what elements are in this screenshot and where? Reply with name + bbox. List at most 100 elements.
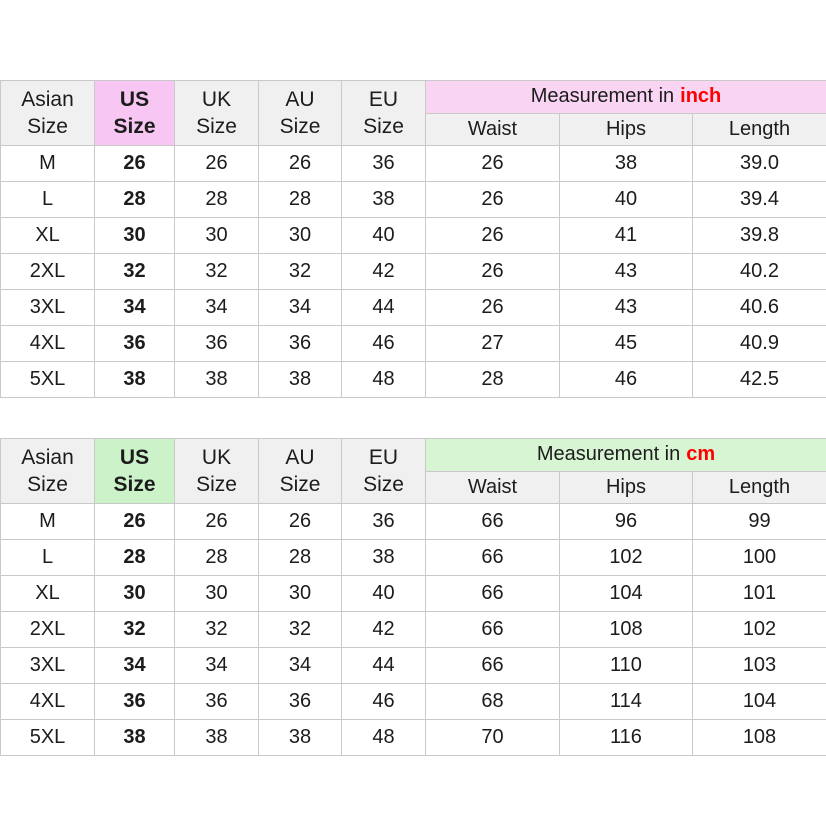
eu-size-cell: 46 (341, 683, 426, 720)
us-size-cell: 36 (94, 683, 175, 720)
uk-size-cell: 34 (174, 289, 259, 326)
au-size-cell: 38 (258, 361, 342, 398)
au-size-cell: 30 (258, 217, 342, 254)
uk-size-cell: 36 (174, 683, 259, 720)
uk-size-cell: 30 (174, 575, 259, 612)
us-size-cell: 32 (94, 253, 175, 290)
waist-header: Waist (425, 470, 560, 504)
hips-cell: 116 (559, 719, 693, 756)
hips-cell: 46 (559, 361, 693, 398)
length-cell: 40.6 (692, 289, 826, 326)
eu-size-cell: 40 (341, 575, 426, 612)
waist-cell: 26 (425, 289, 560, 326)
size-table-inch: Asian Size US Size UK Size AU Size EU Size Me… (0, 80, 826, 398)
asian-size-cell: 2XL (0, 253, 95, 290)
uk-size-cell: 38 (174, 361, 259, 398)
eu-size-cell: 40 (341, 217, 426, 254)
hips-cell: 45 (559, 325, 693, 362)
hips-cell: 114 (559, 683, 693, 720)
table-row: 2XL 32 32 32 42 26 43 40.2 (0, 253, 826, 290)
length-cell: 39.0 (692, 145, 826, 182)
hips-cell: 41 (559, 217, 693, 254)
us-size-cell: 30 (94, 575, 175, 612)
waist-cell: 66 (425, 503, 560, 540)
table-row: 4XL 36 36 36 46 27 45 40.9 (0, 325, 826, 362)
us-size-cell: 30 (94, 217, 175, 254)
asian-size-cell: 4XL (0, 683, 95, 720)
asian-size-header: Asian Size (0, 438, 95, 504)
length-cell: 103 (691, 647, 826, 684)
us-size-header: US Size (94, 438, 175, 504)
asian-size-cell: 4XL (0, 325, 95, 362)
uk-size-header: UK Size (174, 438, 259, 504)
uk-size-cell: 30 (174, 217, 259, 254)
length-header: Length (692, 112, 826, 146)
length-header: Length (691, 470, 826, 504)
waist-cell: 26 (425, 145, 560, 182)
eu-size-cell: 38 (341, 539, 426, 576)
table-row: 3XL 34 34 34 44 26 43 40.6 (0, 289, 826, 326)
eu-size-header: EU Size (341, 438, 426, 504)
eu-size-cell: 44 (341, 647, 426, 684)
length-cell: 40.9 (692, 325, 826, 362)
eu-size-cell: 44 (341, 289, 426, 326)
measurement-unit: inch (680, 85, 722, 108)
length-cell: 39.4 (692, 181, 826, 218)
eu-size-cell: 36 (341, 503, 426, 540)
au-size-cell: 28 (258, 181, 342, 218)
waist-cell: 66 (425, 611, 560, 648)
us-size-cell: 34 (94, 647, 175, 684)
waist-cell: 28 (425, 361, 560, 398)
measurement-unit: cm (686, 443, 716, 466)
hips-cell: 40 (559, 181, 693, 218)
length-cell: 108 (691, 719, 826, 756)
waist-cell: 26 (425, 253, 560, 290)
au-size-header: AU Size (258, 80, 342, 146)
header-row-measures: Waist Hips Length (1, 470, 826, 504)
us-size-cell: 26 (94, 145, 175, 182)
table-row: M 26 26 26 36 66 96 99 (0, 503, 826, 540)
table-row: XL 30 30 30 40 66 104 101 (0, 575, 826, 612)
uk-size-cell: 32 (174, 253, 259, 290)
table-row: 3XL 34 34 34 44 66 110 103 (0, 647, 826, 684)
table-row: 5XL 38 38 38 48 28 46 42.5 (0, 361, 826, 398)
waist-cell: 66 (425, 647, 560, 684)
hips-cell: 96 (559, 503, 693, 540)
au-size-cell: 26 (258, 503, 342, 540)
asian-size-cell: M (0, 145, 95, 182)
eu-size-cell: 42 (341, 253, 426, 290)
asian-size-cell: L (0, 539, 95, 576)
size-chart-page: Asian Size US Size UK Size AU Size EU Size Me… (0, 80, 826, 756)
au-size-cell: 38 (258, 719, 342, 756)
length-cell: 39.8 (692, 217, 826, 254)
uk-size-cell: 26 (174, 145, 259, 182)
waist-cell: 68 (425, 683, 560, 720)
measurement-prefix: Measurement in (536, 443, 681, 466)
au-size-header: AU Size (258, 438, 342, 504)
eu-size-cell: 38 (341, 181, 426, 218)
hips-cell: 102 (559, 539, 693, 576)
header-row-top: Asian Size US Size UK Size AU Size EU Size Me… (0, 80, 826, 146)
waist-cell: 70 (425, 719, 560, 756)
us-size-header: US Size (94, 80, 175, 146)
waist-cell: 66 (425, 575, 560, 612)
length-cell: 100 (691, 539, 826, 576)
uk-size-cell: 34 (174, 647, 259, 684)
uk-size-cell: 26 (174, 503, 259, 540)
eu-size-cell: 48 (341, 719, 426, 756)
hips-header: Hips (559, 470, 693, 504)
au-size-cell: 36 (258, 683, 342, 720)
waist-cell: 26 (425, 181, 560, 218)
measurement-prefix: Measurement in (530, 85, 675, 108)
length-cell: 99 (691, 503, 826, 540)
uk-size-header: UK Size (174, 80, 259, 146)
hips-cell: 38 (559, 145, 693, 182)
asian-size-cell: M (0, 503, 95, 540)
asian-size-cell: L (0, 181, 95, 218)
au-size-cell: 34 (258, 289, 342, 326)
measurement-banner-cm: Measurement in cm (424, 438, 826, 472)
au-size-cell: 32 (258, 611, 342, 648)
uk-size-cell: 28 (174, 181, 259, 218)
asian-size-cell: 3XL (0, 647, 95, 684)
size-table-cm: Asian Size US Size UK Size AU Size EU Size Me… (0, 438, 826, 756)
